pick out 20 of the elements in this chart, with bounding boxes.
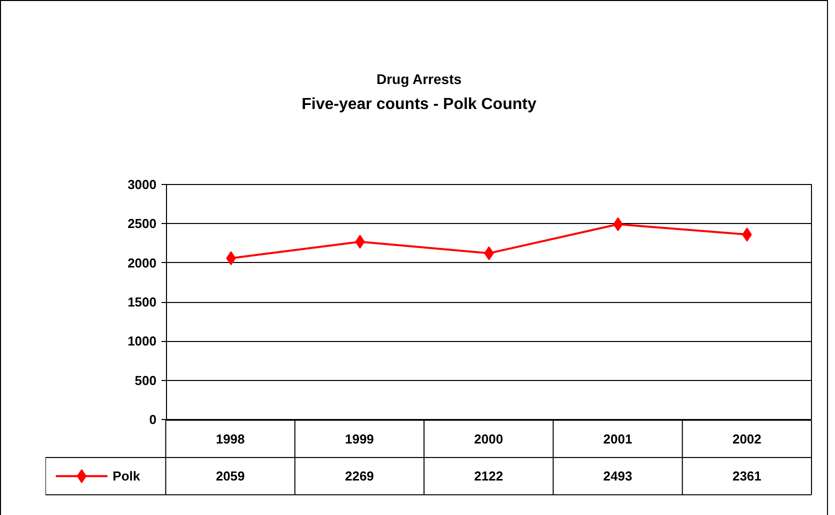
x-tick-label: 2002 <box>732 431 762 446</box>
x-tick-label: 2000 <box>474 431 504 446</box>
data-label: 2361 <box>732 468 762 484</box>
x-tick-label: 1998 <box>216 431 245 446</box>
data-label: 2493 <box>603 468 632 484</box>
legend-label: Polk <box>112 468 141 484</box>
data-label: 2122 <box>474 468 504 484</box>
y-tick-label: 500 <box>134 372 157 388</box>
chart-subtitle: Five-year counts - Polk County <box>302 95 536 115</box>
y-tick-label: 1500 <box>128 294 156 310</box>
y-tick-label: 2500 <box>128 216 156 232</box>
chart-title: Drug Arrests <box>375 70 463 89</box>
y-tick-label: 0 <box>149 412 157 427</box>
y-tick-label: 3000 <box>128 177 156 192</box>
x-tick-label: 1999 <box>344 431 374 446</box>
data-label: 2059 <box>216 468 245 484</box>
y-tick-label: 1000 <box>128 334 156 349</box>
x-tick-label: 2001 <box>603 431 632 446</box>
y-tick-label: 2000 <box>128 255 156 270</box>
data-label: 2269 <box>344 468 374 484</box>
